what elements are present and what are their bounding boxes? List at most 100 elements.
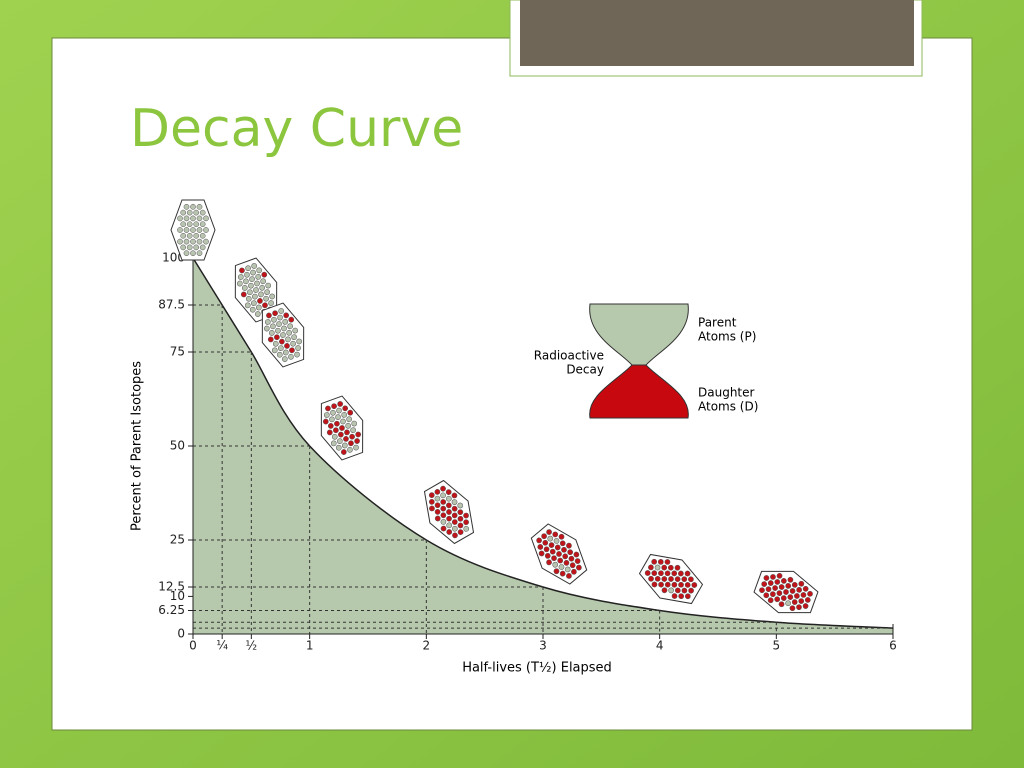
atom — [276, 321, 282, 327]
atom — [196, 250, 203, 257]
atom — [337, 401, 344, 407]
atom — [563, 560, 570, 566]
atom — [794, 593, 800, 599]
atom — [763, 592, 770, 599]
atom — [190, 250, 196, 257]
atom — [183, 203, 190, 210]
atom — [798, 598, 805, 604]
atom — [538, 550, 545, 557]
atom — [290, 340, 296, 347]
atom — [353, 444, 359, 451]
atom — [445, 489, 452, 495]
atom — [355, 431, 362, 438]
atom — [351, 420, 358, 427]
atom — [254, 280, 260, 287]
atom — [457, 509, 464, 516]
atom — [199, 244, 206, 251]
atom — [186, 244, 193, 251]
atom — [446, 522, 453, 529]
atom — [249, 306, 256, 313]
atom — [763, 575, 770, 581]
atom — [275, 327, 281, 334]
atom — [330, 440, 337, 447]
atom — [674, 564, 681, 571]
atom — [668, 587, 674, 594]
atom — [294, 351, 300, 358]
atom — [564, 566, 571, 573]
atom — [342, 405, 349, 412]
y-tick-label: 87.5 — [158, 298, 185, 312]
atom — [551, 555, 557, 562]
atom — [346, 416, 352, 423]
atom — [335, 414, 341, 420]
atom — [440, 499, 447, 505]
atom — [323, 412, 330, 418]
atom — [336, 407, 342, 414]
atom — [327, 423, 334, 429]
atom — [186, 209, 193, 216]
atom — [339, 425, 345, 431]
atom — [688, 576, 694, 583]
y-tick-label: 25 — [170, 533, 185, 547]
atom — [281, 325, 287, 332]
atom — [281, 356, 288, 362]
atom — [282, 319, 288, 325]
y-tick-label: 10 — [170, 589, 185, 603]
atom — [440, 505, 447, 512]
atom — [247, 289, 253, 296]
atom — [648, 564, 654, 571]
atom — [796, 604, 802, 611]
atom — [249, 276, 255, 282]
atom — [451, 519, 458, 525]
atom — [289, 347, 295, 354]
atom — [264, 319, 271, 325]
atom — [759, 587, 765, 594]
atom — [193, 221, 200, 228]
atom — [678, 593, 685, 600]
atom — [245, 265, 251, 272]
atom — [557, 557, 564, 564]
atom — [654, 575, 661, 582]
atom — [279, 338, 285, 345]
atom — [434, 489, 441, 495]
atom — [180, 244, 187, 251]
atom — [272, 310, 278, 317]
legend-text: Daughter — [698, 386, 755, 400]
atom — [271, 316, 277, 323]
atom — [658, 581, 664, 588]
atom — [286, 329, 292, 336]
atom — [283, 312, 290, 319]
atom — [203, 215, 209, 222]
atom — [457, 522, 464, 529]
atom — [337, 438, 343, 444]
atom — [446, 502, 452, 509]
legend-text: Parent — [698, 316, 737, 330]
atom — [800, 592, 807, 598]
y-axis-label: Percent of Parent Isotopes — [130, 361, 145, 531]
atom — [688, 587, 694, 594]
atom — [556, 551, 562, 557]
atom — [667, 564, 674, 571]
atom — [562, 553, 569, 560]
atom — [661, 564, 668, 571]
atom — [199, 232, 206, 239]
atom — [774, 596, 781, 603]
atom — [558, 533, 565, 540]
atom — [340, 418, 346, 425]
atom — [684, 582, 691, 588]
atom — [573, 551, 580, 558]
atom — [576, 564, 582, 571]
atom — [257, 298, 263, 304]
atom — [553, 538, 560, 544]
atom — [345, 422, 351, 429]
legend-text: Radioactive — [534, 349, 604, 363]
atom — [796, 587, 802, 593]
atom — [429, 505, 435, 512]
atom — [446, 509, 452, 515]
atom — [270, 323, 276, 330]
atom — [253, 287, 259, 293]
atom — [256, 304, 262, 311]
atom — [266, 312, 272, 319]
atom — [541, 533, 547, 540]
